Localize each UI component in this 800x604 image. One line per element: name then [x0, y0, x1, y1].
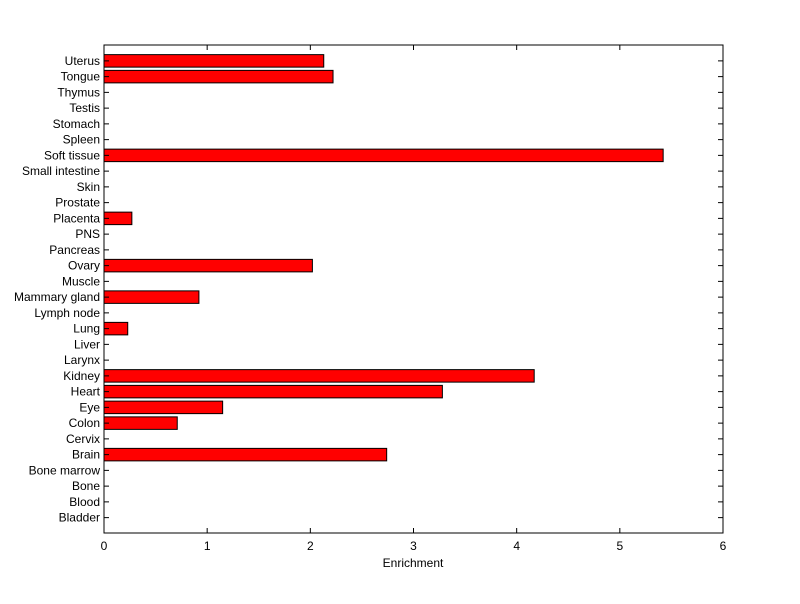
y-tick-label-eye: Eye	[79, 400, 100, 414]
y-tick-label-thymus: Thymus	[57, 85, 100, 99]
x-tick-label-2: 2	[307, 539, 314, 553]
y-tick-label-bone: Bone	[72, 479, 100, 493]
bar-ovary	[103, 258, 313, 273]
ticks-layer	[103, 45, 724, 533]
y-tick-label-heart: Heart	[71, 385, 101, 399]
bar-kidney	[103, 369, 535, 383]
y-tick-label-pns: PNS	[75, 227, 100, 241]
y-tick-label-muscle: Muscle	[62, 274, 100, 288]
y-tick-label-liver: Liver	[74, 337, 100, 351]
y-tick-label-spleen: Spleen	[63, 133, 100, 147]
y-tick-label-bladder: Bladder	[59, 511, 100, 525]
bar-brain	[103, 447, 388, 462]
y-tick-label-testis: Testis	[69, 101, 100, 115]
y-tick-label-skin: Skin	[77, 180, 100, 194]
bar-mammary-gland	[103, 290, 200, 304]
x-tick-label-0: 0	[101, 539, 108, 553]
y-tick-label-mammary-gland: Mammary gland	[14, 290, 100, 304]
y-tick-label-lymph-node: Lymph node	[34, 306, 100, 320]
bar-tongue	[103, 69, 334, 84]
bar-eye	[103, 400, 224, 415]
y-tick-label-larynx: Larynx	[64, 353, 100, 367]
plot-frame	[103, 44, 724, 534]
y-tick-label-prostate: Prostate	[55, 196, 100, 210]
y-tick-label-pancreas: Pancreas	[49, 243, 100, 257]
x-tick-label-4: 4	[513, 539, 520, 553]
y-tick-label-placenta: Placenta	[53, 211, 100, 225]
x-tick-label-6: 6	[720, 539, 727, 553]
y-tick-label-ovary: Ovary	[68, 259, 100, 273]
y-tick-label-blood: Blood	[69, 495, 100, 509]
bar-soft-tissue	[103, 148, 664, 163]
y-tick-label-colon: Colon	[69, 416, 100, 430]
y-tick-label-stomach: Stomach	[53, 117, 100, 131]
y-tick-label-uterus: Uterus	[65, 54, 100, 68]
y-tick-label-cervix: Cervix	[66, 432, 100, 446]
x-tick-label-5: 5	[616, 539, 623, 553]
y-tick-label-kidney: Kidney	[63, 369, 100, 383]
y-tick-label-brain: Brain	[72, 448, 100, 462]
bar-uterus	[103, 54, 325, 68]
y-tick-label-bone-marrow: Bone marrow	[29, 463, 101, 477]
x-tick-label-1: 1	[204, 539, 211, 553]
y-tick-label-soft-tissue: Soft tissue	[44, 148, 100, 162]
y-tick-label-tongue: Tongue	[61, 70, 101, 84]
bar-colon	[103, 416, 178, 430]
x-tick-label-3: 3	[410, 539, 417, 553]
y-tick-label-small-intestine: Small intestine	[22, 164, 100, 178]
bar-heart	[103, 384, 443, 399]
y-tick-label-lung: Lung	[73, 322, 100, 336]
x-axis-label: Enrichment	[383, 556, 444, 570]
